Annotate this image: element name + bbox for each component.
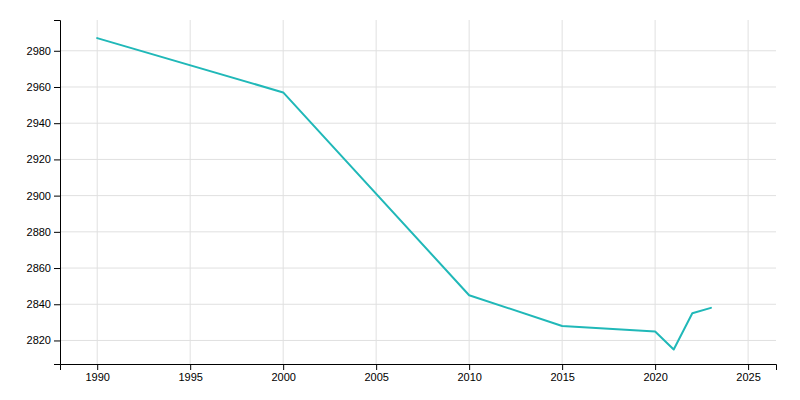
y-grid-line xyxy=(60,123,776,124)
y-tick: 2820 xyxy=(27,334,60,346)
y-tick-label: 2940 xyxy=(27,117,51,129)
y-grid-line xyxy=(60,195,776,196)
x-tick: 1990 xyxy=(85,364,109,383)
y-tick-mark xyxy=(54,87,60,88)
y-tick-label: 2980 xyxy=(27,45,51,57)
y-tick-label: 2820 xyxy=(27,334,51,346)
y-tick: 2880 xyxy=(27,226,60,238)
y-tick: 2980 xyxy=(27,45,60,57)
y-tick-mark xyxy=(54,51,60,52)
x-tick: 2020 xyxy=(643,364,667,383)
y-grid-line xyxy=(60,304,776,305)
x-tick-label: 2020 xyxy=(643,371,667,383)
x-tick-mark xyxy=(469,364,470,370)
y-grid-line xyxy=(60,86,776,87)
plot: 1990 1995 2000 2005 2010 2015 2020 2025 2820 2840… xyxy=(27,20,777,383)
y-tick: 2960 xyxy=(27,81,60,93)
x-tick-mark xyxy=(748,364,749,370)
y-tick-mark xyxy=(54,123,60,124)
x-tick-mark xyxy=(190,364,191,370)
x-grid-line xyxy=(97,20,98,364)
x-tick-label: 2025 xyxy=(736,371,760,383)
x-grid-line xyxy=(283,20,284,364)
x-tick-label: 2015 xyxy=(550,371,574,383)
x-tick-mark xyxy=(655,364,656,370)
y-tick-mark xyxy=(54,196,60,197)
x-tick-mark xyxy=(283,364,284,370)
x-tick: 2010 xyxy=(457,364,481,383)
x-tick-mark xyxy=(562,364,563,370)
x-tick-label: 2000 xyxy=(271,371,295,383)
grid xyxy=(60,20,776,364)
x-tick: 2025 xyxy=(736,364,760,383)
x-axis-line xyxy=(61,365,777,371)
chart: 1990 1995 2000 2005 2010 2015 2020 2025 2820 2840… xyxy=(0,0,800,400)
x-grid-line xyxy=(748,20,749,364)
y-axis-line xyxy=(54,21,61,365)
x-tick-label: 2010 xyxy=(457,371,481,383)
y-grid-line xyxy=(60,340,776,341)
y-tick-mark xyxy=(54,340,60,341)
y-tick-label: 2960 xyxy=(27,81,51,93)
y-tick: 2900 xyxy=(27,190,60,202)
y-tick-mark xyxy=(54,159,60,160)
x-tick: 1995 xyxy=(178,364,202,383)
x-axis: 1990 1995 2000 2005 2010 2015 2020 2025 xyxy=(61,364,777,383)
y-tick-label: 2840 xyxy=(27,298,51,310)
x-tick-mark xyxy=(97,364,98,370)
x-tick: 2005 xyxy=(364,364,388,383)
x-grid-line xyxy=(562,20,563,364)
y-tick-label: 2920 xyxy=(27,153,51,165)
x-tick-label: 2005 xyxy=(364,371,388,383)
y-tick-label: 2880 xyxy=(27,226,51,238)
y-tick-mark xyxy=(54,232,60,233)
y-grid-line xyxy=(60,159,776,160)
y-tick-label: 2900 xyxy=(27,190,51,202)
x-tick-mark xyxy=(376,364,377,370)
y-tick: 2840 xyxy=(27,298,60,310)
y-grid-line xyxy=(60,50,776,51)
x-grid-line xyxy=(469,20,470,364)
y-axis: 2820 2840 2860 2880 2900 2920 2940 2960 2980 xyxy=(27,21,61,365)
y-tick-label: 2860 xyxy=(27,262,51,274)
y-tick: 2860 xyxy=(27,262,60,274)
marks xyxy=(97,38,711,349)
y-tick: 2940 xyxy=(27,117,60,129)
y-tick-mark xyxy=(54,268,60,269)
x-tick: 2000 xyxy=(271,364,295,383)
x-grid-line xyxy=(655,20,656,364)
x-tick-label: 1995 xyxy=(178,371,202,383)
y-tick: 2920 xyxy=(27,153,60,165)
y-tick-mark xyxy=(54,304,60,305)
y-grid-line xyxy=(60,268,776,269)
x-tick-label: 1990 xyxy=(85,371,109,383)
y-grid-line xyxy=(60,231,776,232)
x-tick: 2015 xyxy=(550,364,574,383)
line xyxy=(97,38,711,349)
x-grid-line xyxy=(190,20,191,364)
